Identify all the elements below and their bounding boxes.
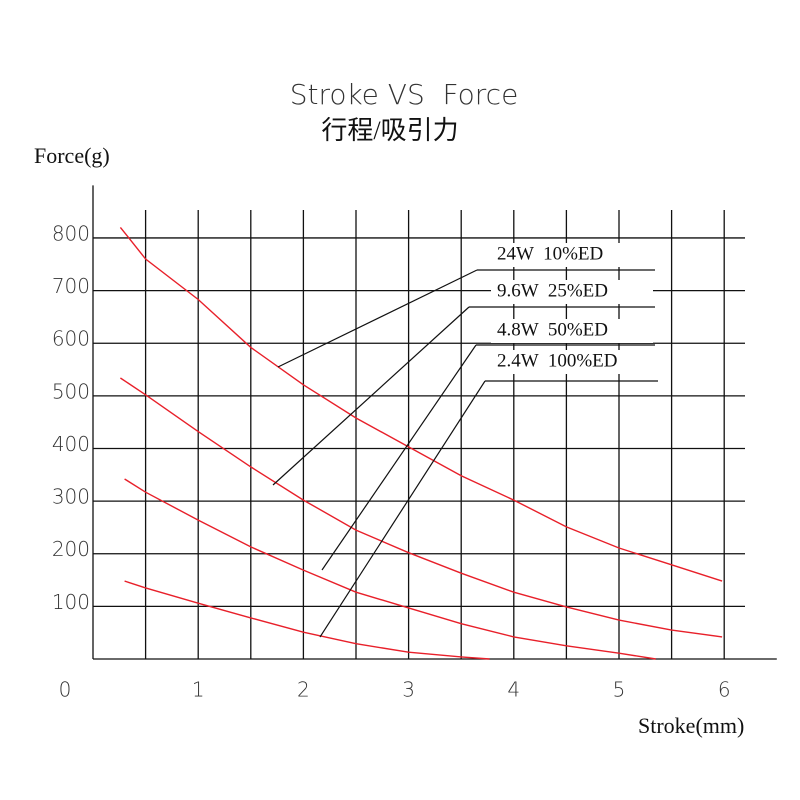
legend-background: [491, 319, 653, 343]
legend-leader: [272, 306, 470, 486]
legend-label: 2.4W 100%ED: [497, 350, 618, 371]
x-tick-label: 4: [507, 678, 520, 702]
legend-label: 4.8W 50%ED: [497, 319, 608, 340]
x-tick-label: 6: [718, 678, 731, 702]
y-tick-label: 600: [52, 327, 90, 351]
legend-background: [491, 280, 653, 304]
legend-leader: [321, 344, 477, 571]
y-tick-label: 200: [52, 537, 90, 561]
legend-leader: [319, 380, 486, 638]
legend-leader: [277, 269, 478, 368]
legend-background: [491, 350, 656, 374]
data-line: [124, 478, 656, 660]
y-tick-label: 400: [52, 432, 90, 456]
y-axis-label: Force(g): [34, 143, 110, 168]
x-tick-label: 5: [613, 678, 626, 702]
chart-subtitle: 行程/吸引力: [321, 116, 458, 145]
y-tick-label: 100: [52, 590, 90, 614]
chart-title: Stroke VS Force: [290, 78, 519, 111]
x-tick-label: 1: [192, 678, 205, 702]
data-line: [119, 226, 723, 582]
y-tick-label: 700: [52, 274, 90, 298]
y-tick-label: 300: [52, 485, 90, 509]
x-tick-label: 3: [402, 678, 415, 702]
legend-label: 9.6W 25%ED: [497, 280, 608, 301]
legend-label: 24W 10%ED: [497, 243, 603, 264]
x-tick-label: 0: [59, 678, 72, 702]
y-tick-label: 800: [52, 221, 90, 245]
legend-background: [491, 243, 653, 267]
x-axis-label: Stroke(mm): [638, 713, 744, 738]
data-line: [124, 580, 490, 660]
data-line: [120, 377, 723, 638]
y-tick-label: 500: [52, 379, 90, 403]
x-tick-label: 2: [297, 678, 310, 702]
